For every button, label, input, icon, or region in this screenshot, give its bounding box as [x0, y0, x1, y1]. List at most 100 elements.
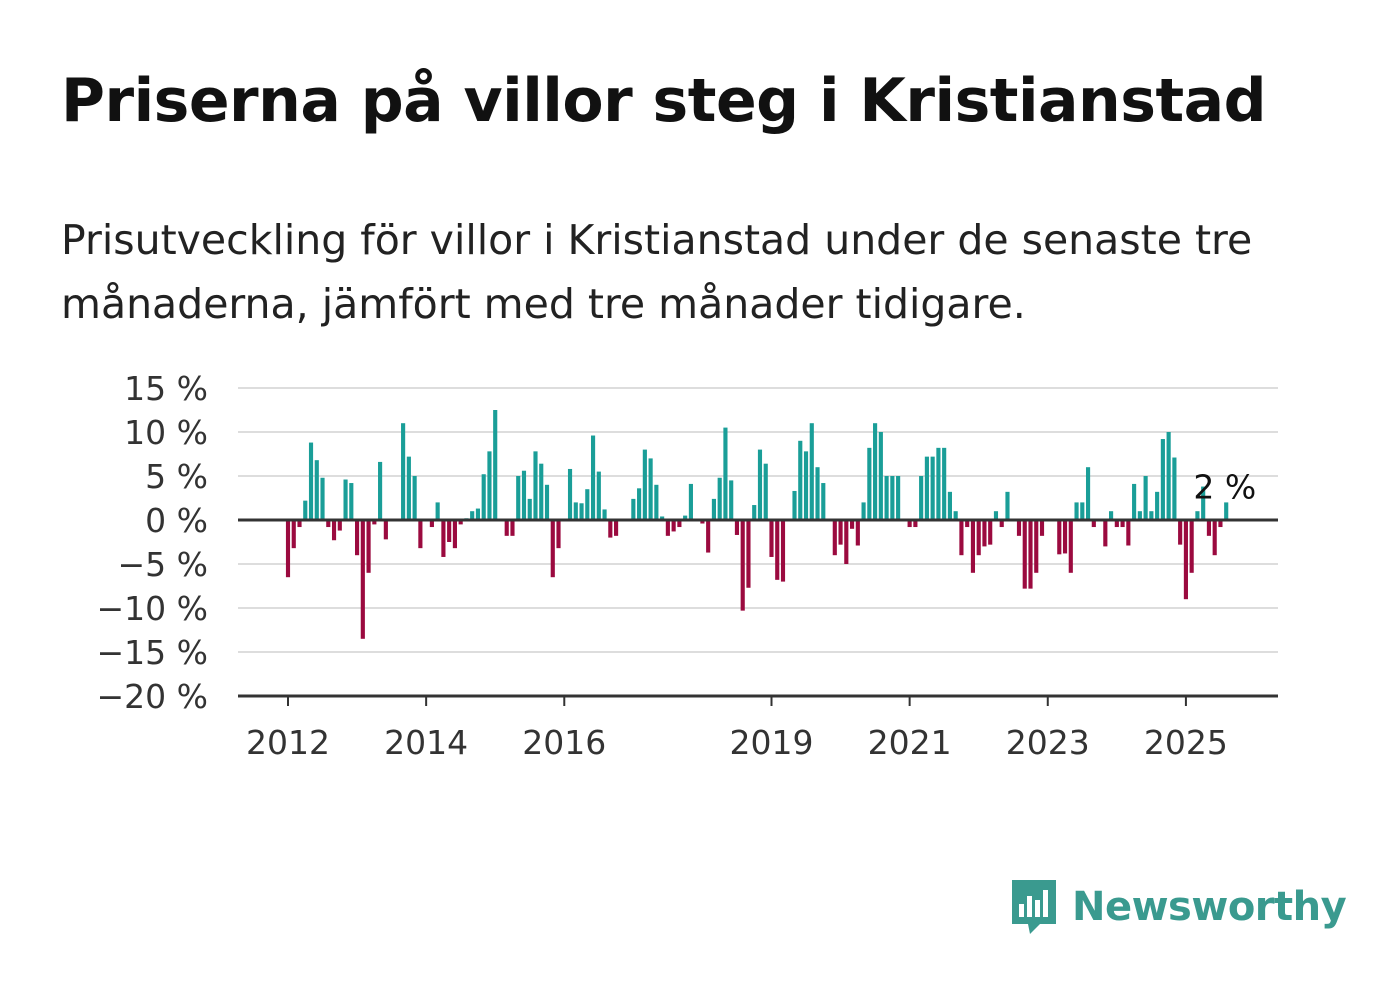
bar — [884, 476, 889, 520]
bar — [372, 520, 377, 525]
x-tick-label: 2025 — [1144, 723, 1228, 762]
bar — [683, 515, 688, 520]
bar — [1114, 520, 1119, 528]
bar — [291, 520, 296, 549]
y-tick-label: −10 % — [97, 589, 209, 628]
bar — [780, 520, 786, 582]
x-tick-label: 2012 — [246, 723, 330, 762]
bar — [798, 440, 803, 520]
bar — [355, 520, 360, 556]
bar — [631, 498, 636, 520]
bar — [775, 520, 780, 580]
bar — [521, 470, 527, 520]
x-tick-label: 2019 — [729, 723, 813, 762]
x-tick-label: 2021 — [868, 723, 952, 762]
bar — [1103, 520, 1108, 547]
bar — [1166, 432, 1171, 520]
bar — [1005, 491, 1010, 520]
bar — [441, 520, 446, 557]
bar — [752, 505, 757, 520]
bar — [953, 511, 958, 520]
bar — [285, 520, 291, 578]
bar — [832, 520, 837, 556]
bar — [1028, 520, 1033, 589]
bar — [821, 483, 826, 520]
bar — [1126, 520, 1131, 546]
y-tick-label: −5 % — [118, 545, 209, 584]
bar — [757, 449, 763, 520]
bar — [1160, 439, 1165, 520]
bar — [677, 520, 682, 528]
bar — [970, 520, 976, 573]
bar — [366, 520, 371, 573]
y-tick-label: 0 % — [145, 501, 208, 540]
bar — [1120, 520, 1125, 528]
bar — [458, 520, 463, 525]
bar — [470, 511, 475, 520]
bar — [982, 520, 987, 547]
bar — [642, 449, 647, 520]
bar — [850, 520, 855, 529]
y-tick-label: 10 % — [124, 413, 208, 452]
bar — [907, 520, 912, 528]
bar — [303, 500, 308, 520]
bar — [700, 520, 705, 524]
bar — [1224, 502, 1229, 520]
bar — [1085, 467, 1091, 520]
bar — [447, 520, 452, 542]
bar — [734, 520, 740, 535]
bar — [1189, 520, 1194, 573]
bar — [533, 451, 538, 520]
bar — [723, 427, 728, 520]
bar — [746, 520, 751, 588]
bar — [504, 520, 509, 536]
x-tick-label: 2023 — [1006, 723, 1090, 762]
bar — [1057, 520, 1062, 555]
bar — [936, 447, 941, 520]
bar — [976, 520, 981, 556]
bar — [412, 476, 417, 520]
bar — [838, 520, 843, 545]
bar — [539, 463, 544, 520]
bar-chart: 15 % 10 % 5 % 0 % −5 % −10 % −15 % −20 % 2012 201… — [97, 369, 1278, 762]
bar — [326, 520, 331, 528]
bar — [729, 480, 734, 520]
bar — [1062, 520, 1068, 554]
bar — [792, 490, 797, 520]
bar — [401, 423, 406, 520]
bar — [556, 520, 561, 549]
bar — [452, 520, 457, 549]
bar — [1132, 483, 1137, 520]
bar — [988, 520, 993, 545]
bar — [654, 484, 659, 520]
bar — [418, 520, 423, 549]
bar — [665, 520, 670, 536]
bar — [527, 498, 532, 520]
bar — [809, 423, 814, 520]
bar — [1091, 520, 1096, 528]
bar — [429, 520, 434, 528]
bar — [614, 520, 619, 536]
x-tick-label: 2016 — [522, 723, 606, 762]
bar — [378, 461, 383, 520]
bar — [924, 456, 929, 520]
bar — [383, 520, 388, 540]
bar — [815, 467, 820, 520]
bar — [1143, 476, 1148, 520]
bar — [993, 511, 999, 520]
bar — [861, 502, 866, 520]
bar — [481, 474, 486, 520]
bar — [1109, 511, 1114, 520]
bar — [331, 520, 337, 541]
bar — [435, 502, 440, 520]
bar — [706, 520, 711, 553]
bar — [873, 423, 878, 520]
bar — [1195, 511, 1200, 520]
bar — [1178, 520, 1183, 545]
y-tick-label: 15 % — [124, 369, 208, 408]
bar — [1034, 520, 1039, 573]
bar — [360, 520, 365, 639]
bar — [878, 432, 883, 520]
bar — [544, 484, 550, 520]
bar — [1183, 520, 1188, 600]
